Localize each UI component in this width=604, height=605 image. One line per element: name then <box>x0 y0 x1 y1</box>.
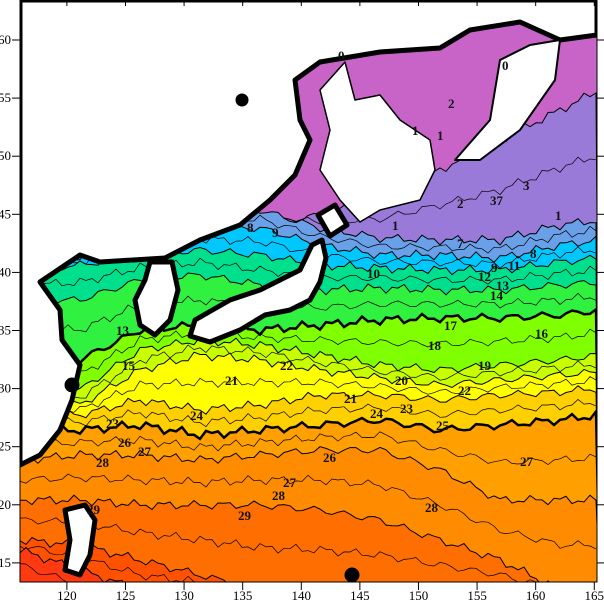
x-tick-label: 120 <box>57 588 77 603</box>
y-tick-label: 40 <box>0 264 11 279</box>
island <box>344 567 360 582</box>
contour-label: 15 <box>122 358 136 373</box>
contour-label: 28 <box>96 455 110 470</box>
contour-label: 13 <box>116 323 130 338</box>
contour-line <box>20 431 597 466</box>
contour-label: 10 <box>367 266 380 281</box>
contour-label: 28 <box>425 500 439 515</box>
plot-frame <box>19 0 598 583</box>
contour-label: 7 <box>457 236 464 251</box>
y-tick-label: 30 <box>0 381 11 396</box>
contour-label: 1 <box>437 128 444 143</box>
taiwan <box>62 502 98 578</box>
x-tick-label: 130 <box>174 588 194 603</box>
contour-label: 27 <box>138 444 152 459</box>
contour-label: 8 <box>530 246 537 261</box>
land-masses <box>20 0 597 582</box>
band-14 <box>20 546 124 582</box>
x-tick-label: 145 <box>350 588 370 603</box>
contour-label: 23 <box>400 401 414 416</box>
y-tick-label: 55 <box>0 90 11 105</box>
contour-label: 9 <box>272 225 279 240</box>
y-tick-label: 35 <box>0 323 11 338</box>
kamchatka <box>454 39 561 161</box>
y-tick-label: 15 <box>0 555 11 570</box>
contour-label: 21 <box>225 373 238 388</box>
contour-label: 0 <box>502 58 509 73</box>
contour-label: 0 <box>338 48 345 63</box>
contour-label: 25 <box>436 418 450 433</box>
y-tick-label: 25 <box>0 439 11 454</box>
contour-label: 37 <box>490 193 504 208</box>
contour-label: 24 <box>370 406 384 421</box>
x-tick-label: 125 <box>116 588 136 603</box>
contour-label: 28 <box>272 488 286 503</box>
island <box>235 93 249 107</box>
y-tick-label: 50 <box>0 148 11 163</box>
x-tick-label: 160 <box>526 588 546 603</box>
contour-label: 21 <box>344 391 357 406</box>
contour-line <box>20 376 597 413</box>
contour-label: 29 <box>87 502 101 517</box>
okhotsk-ice <box>319 61 436 223</box>
x-tick-label: 140 <box>292 588 312 603</box>
japan-honshu <box>187 237 329 345</box>
contour-label: 14 <box>490 288 504 303</box>
contour-label: 24 <box>190 408 204 423</box>
contour-line <box>20 327 597 378</box>
contour-label: 16 <box>535 326 549 341</box>
contour-label: 26 <box>323 450 337 465</box>
contour-label: 22 <box>280 358 293 373</box>
contour-line <box>20 344 597 399</box>
contour-label: 17 <box>444 318 458 333</box>
contour-label: 8 <box>247 220 254 235</box>
contour-label: 9 <box>491 260 498 275</box>
hokkaido <box>315 202 350 239</box>
contour-label: 13 <box>496 278 510 293</box>
contour-line <box>20 399 597 428</box>
contour-line <box>20 473 597 550</box>
x-tick-label: 150 <box>409 588 429 603</box>
contour-label: 27 <box>520 454 534 469</box>
contour-label: 19 <box>478 358 492 373</box>
contour-label: 27 <box>283 475 297 490</box>
contour-label: 1 <box>392 218 399 233</box>
contour-label: 2 <box>457 196 464 211</box>
y-tick-label: 60 <box>0 32 11 47</box>
contour-label: 1 <box>555 208 562 223</box>
y-tick-label: 45 <box>0 206 11 221</box>
contour-line <box>20 517 537 582</box>
contour-label: 29 <box>238 508 252 523</box>
temperature-bands <box>20 0 597 582</box>
contour-label: 3 <box>523 178 530 193</box>
contour-label: 20 <box>395 373 408 388</box>
contour-label: 11 <box>508 258 520 273</box>
contour-label: 22 <box>458 383 471 398</box>
y-tick-label: 20 <box>0 497 11 512</box>
contour-label: 1 <box>412 123 419 138</box>
contour-label: 23 <box>106 416 120 431</box>
x-tick-label: 135 <box>233 588 253 603</box>
x-tick-label: 155 <box>467 588 487 603</box>
contour-label: 26 <box>118 435 132 450</box>
x-tick-label: 165 <box>585 588 604 603</box>
contour-label: 18 <box>428 338 442 353</box>
contour-label: 12 <box>478 269 491 284</box>
contour-line <box>20 545 225 582</box>
korea-peninsula <box>132 259 181 338</box>
contour-label: 2 <box>448 96 455 111</box>
island <box>64 377 80 393</box>
